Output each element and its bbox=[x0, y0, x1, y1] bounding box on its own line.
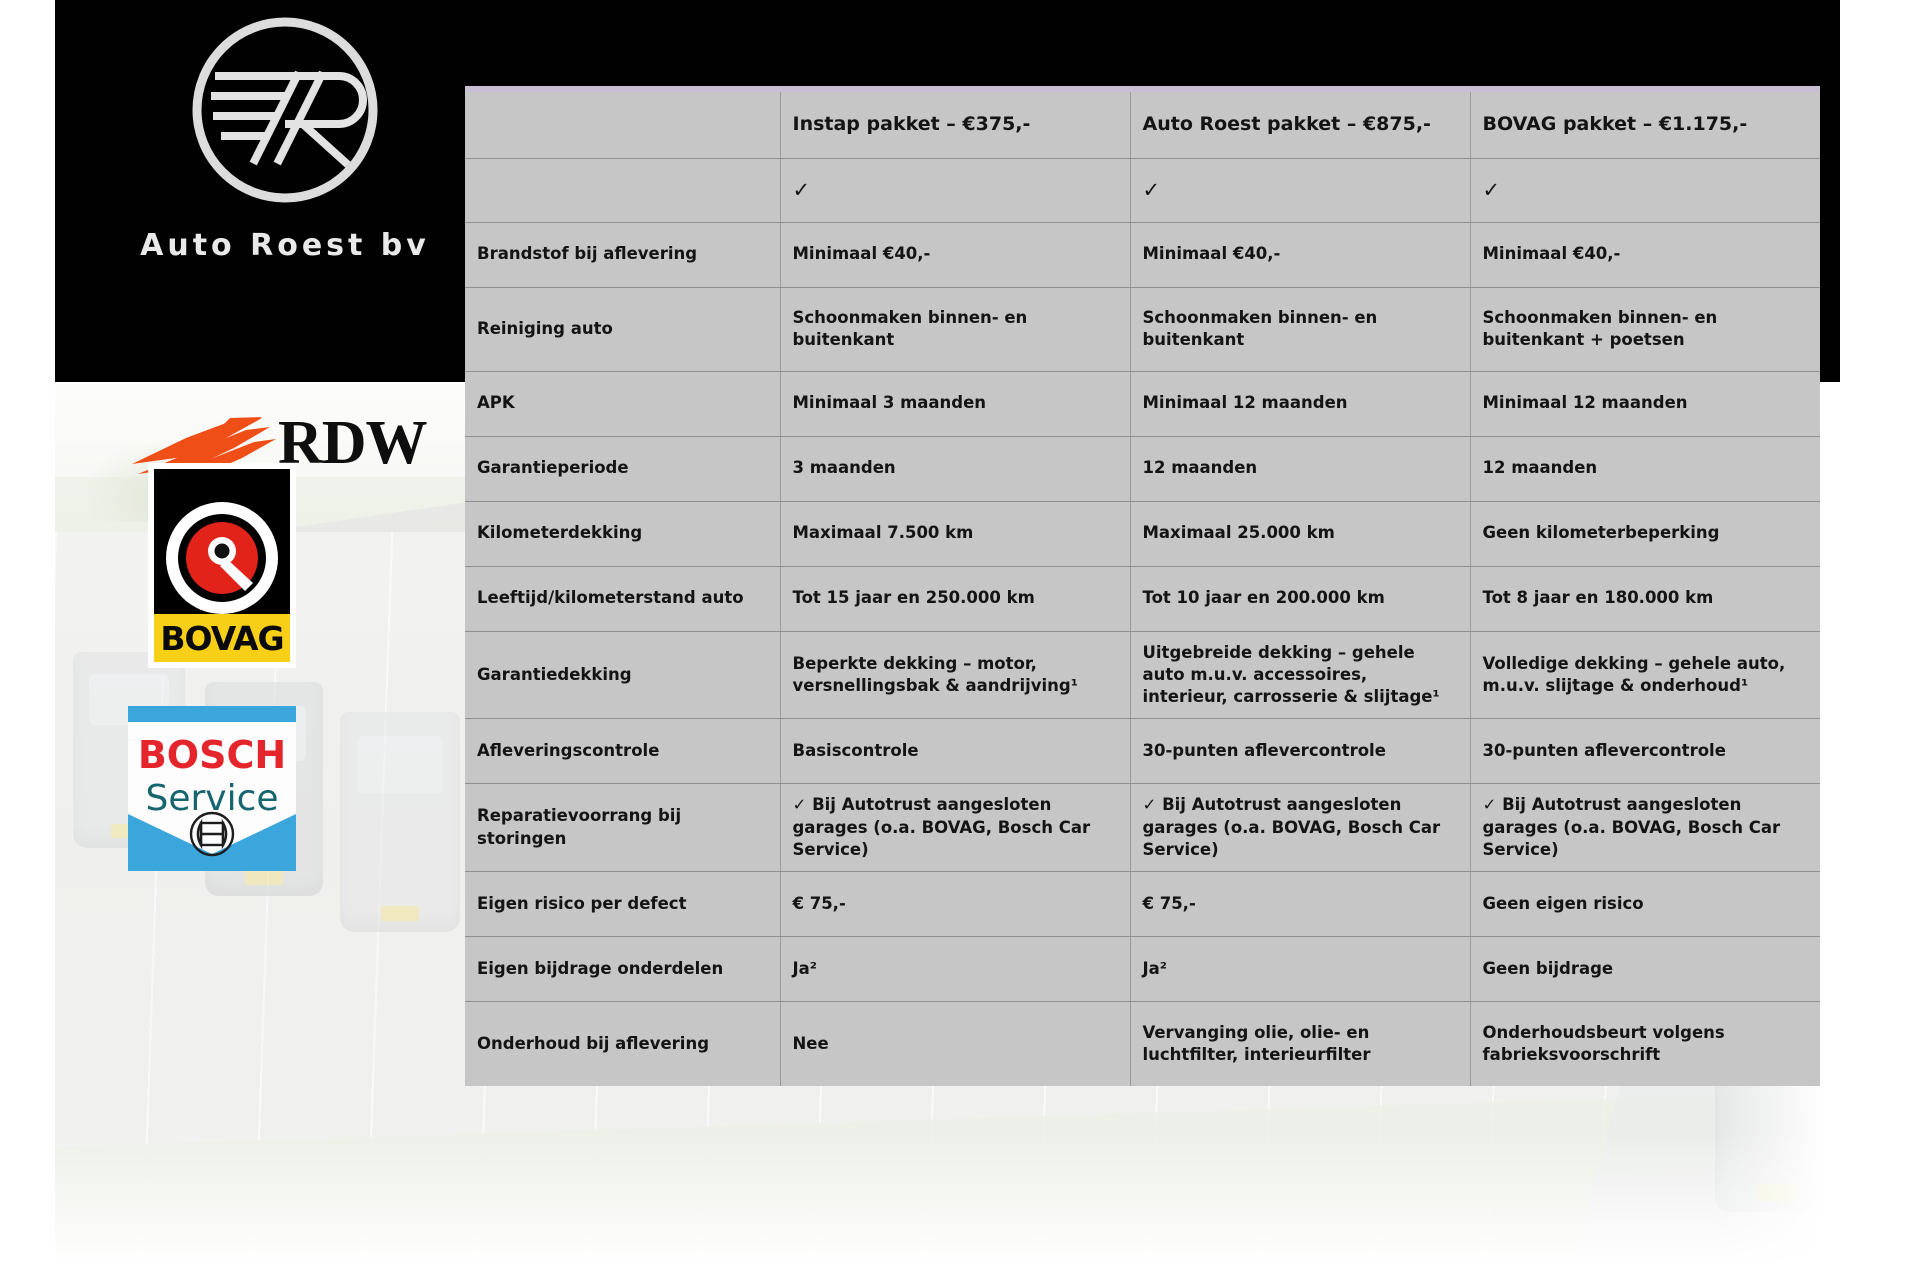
row-label-included bbox=[465, 158, 781, 223]
row-label: Eigen bijdrage onderdelen bbox=[465, 936, 781, 1003]
rdw-wordmark: RDW bbox=[278, 409, 428, 477]
cell-instap: Ja² bbox=[780, 936, 1131, 1003]
cell-auto-roest: € 75,- bbox=[1130, 871, 1471, 938]
cell-instap: € 75,- bbox=[780, 871, 1131, 938]
table-row: Reparatievoorrang bij storingen ✓ Bij Au… bbox=[465, 783, 1820, 873]
cell-bovag: ✓ Bij Autotrust aangesloten garages (o.a… bbox=[1470, 783, 1820, 873]
check-instap: ✓ bbox=[780, 158, 1131, 223]
table-row: Kilometerdekking Maximaal 7.500 km Maxim… bbox=[465, 501, 1820, 567]
cert-logo-bovag: BOVAG bbox=[148, 463, 296, 668]
cell-instap: ✓ Bij Autotrust aangesloten garages (o.a… bbox=[780, 783, 1131, 873]
cell-auto-roest: Tot 10 jaar en 200.000 km bbox=[1130, 566, 1471, 632]
table-header-bovag: BOVAG pakket – €1.175,- bbox=[1470, 92, 1820, 159]
row-label: Eigen risico per defect bbox=[465, 871, 781, 938]
table-accent-strip bbox=[465, 86, 1820, 92]
auto-roest-monogram-icon bbox=[192, 17, 378, 203]
photo-car bbox=[340, 712, 460, 932]
cell-auto-roest: 30-punten aflevercontrole bbox=[1130, 718, 1471, 785]
cell-instap: Beperkte dekking – motor, versnellingsba… bbox=[780, 631, 1131, 720]
cell-auto-roest: Schoonmaken binnen- en buitenkant bbox=[1130, 287, 1471, 372]
table-row: Reiniging auto Schoonmaken binnen- en bu… bbox=[465, 287, 1820, 372]
cell-instap: Minimaal 3 maanden bbox=[780, 371, 1131, 437]
table-row: Garantiedekking Beperkte dekking – motor… bbox=[465, 631, 1820, 720]
cell-auto-roest: Maximaal 25.000 km bbox=[1130, 501, 1471, 567]
bovag-wordmark: BOVAG bbox=[160, 618, 284, 658]
table-header-auto-roest: Auto Roest pakket – €875,- bbox=[1130, 92, 1471, 159]
photo-bottom-fade bbox=[55, 1130, 1840, 1280]
table-row: APK Minimaal 3 maanden Minimaal 12 maand… bbox=[465, 371, 1820, 437]
table-row: Brandstof bij aflevering Minimaal €40,- … bbox=[465, 222, 1820, 288]
table-row: Onderhoud bij aflevering Nee Vervanging … bbox=[465, 1001, 1820, 1086]
table-row: Eigen bijdrage onderdelen Ja² Ja² Geen b… bbox=[465, 936, 1820, 1003]
bosch-service-icon: BOSCH Service bbox=[128, 706, 296, 871]
cell-bovag: Geen eigen risico bbox=[1470, 871, 1820, 938]
table-row: Afleveringscontrole Basiscontrole 30-pun… bbox=[465, 718, 1820, 785]
cell-bovag: 12 maanden bbox=[1470, 436, 1820, 502]
row-label: Kilometerdekking bbox=[465, 501, 781, 567]
cell-bovag: Geen kilometerbeperking bbox=[1470, 501, 1820, 567]
cell-auto-roest: Ja² bbox=[1130, 936, 1471, 1003]
table-header-blank bbox=[465, 92, 781, 159]
row-label: Garantiedekking bbox=[465, 631, 781, 720]
brand-logo: Auto Roest bv bbox=[115, 10, 455, 263]
row-label: Onderhoud bij aflevering bbox=[465, 1001, 781, 1086]
cert-logo-bosch: BOSCH Service bbox=[128, 706, 296, 871]
cell-bovag: Geen bijdrage bbox=[1470, 936, 1820, 1003]
table-row: Eigen risico per defect € 75,- € 75,- Ge… bbox=[465, 871, 1820, 938]
table-header-instap: Instap pakket – €375,- bbox=[780, 92, 1131, 159]
check-bovag: ✓ bbox=[1470, 158, 1820, 223]
row-label: Afleveringscontrole bbox=[465, 718, 781, 785]
row-label: APK bbox=[465, 371, 781, 437]
cell-bovag: Schoonmaken binnen- en buitenkant + poet… bbox=[1470, 287, 1820, 372]
cell-bovag: Onderhoudsbeurt volgens fabrieksvoorschr… bbox=[1482, 1022, 1725, 1064]
cell-instap: Tot 15 jaar en 250.000 km bbox=[780, 566, 1131, 632]
cell-bovag: 30-punten aflevercontrole bbox=[1470, 718, 1820, 785]
cell-auto-roest: ✓ Bij Autotrust aangesloten garages (o.a… bbox=[1130, 783, 1471, 873]
table-row-included: ✓ ✓ ✓ bbox=[465, 158, 1820, 223]
cell-instap: Basiscontrole bbox=[780, 718, 1131, 785]
cell-instap: 3 maanden bbox=[780, 436, 1131, 502]
row-label: Leeftijd/kilometerstand auto bbox=[465, 566, 781, 632]
cell-bovag: Tot 8 jaar en 180.000 km bbox=[1470, 566, 1820, 632]
cell-instap: Maximaal 7.500 km bbox=[780, 501, 1131, 567]
row-label: Garantieperiode bbox=[465, 436, 781, 502]
bosch-wordmark: BOSCH bbox=[138, 733, 286, 777]
brand-name: Auto Roest bv bbox=[140, 228, 430, 263]
cell-auto-roest: Vervanging olie, olie- en luchtfilter, i… bbox=[1130, 1001, 1471, 1086]
bovag-dial-icon bbox=[166, 501, 278, 614]
cell-auto-roest: Uitgebreide dekking – gehele auto m.u.v.… bbox=[1130, 631, 1471, 720]
check-auto-roest: ✓ bbox=[1130, 158, 1471, 223]
table-row: Garantieperiode 3 maanden 12 maanden 12 … bbox=[465, 436, 1820, 502]
cell-auto-roest: Minimaal 12 maanden bbox=[1130, 371, 1471, 437]
cell-instap: Minimaal €40,- bbox=[780, 222, 1131, 288]
cell-bovag: Minimaal €40,- bbox=[1470, 222, 1820, 288]
cell-instap: Nee bbox=[780, 1001, 1131, 1086]
cell-bovag: Minimaal 12 maanden bbox=[1470, 371, 1820, 437]
table-header-row: Instap pakket – €375,- Auto Roest pakket… bbox=[465, 92, 1820, 159]
cell-auto-roest: Minimaal €40,- bbox=[1130, 222, 1471, 288]
package-comparison-table: Instap pakket – €375,- Auto Roest pakket… bbox=[465, 92, 1820, 1086]
bovag-band: BOVAG bbox=[154, 614, 290, 662]
table-row: Leeftijd/kilometerstand auto Tot 15 jaar… bbox=[465, 566, 1820, 632]
cell-auto-roest: 12 maanden bbox=[1130, 436, 1471, 502]
cell-bovag: Volledige dekking – gehele auto, m.u.v. … bbox=[1470, 631, 1820, 720]
row-label: Reparatievoorrang bij storingen bbox=[465, 783, 781, 873]
cell-instap: Schoonmaken binnen- en buitenkant bbox=[780, 287, 1131, 372]
row-label: Brandstof bij aflevering bbox=[465, 222, 781, 288]
row-label: Reiniging auto bbox=[465, 287, 781, 372]
